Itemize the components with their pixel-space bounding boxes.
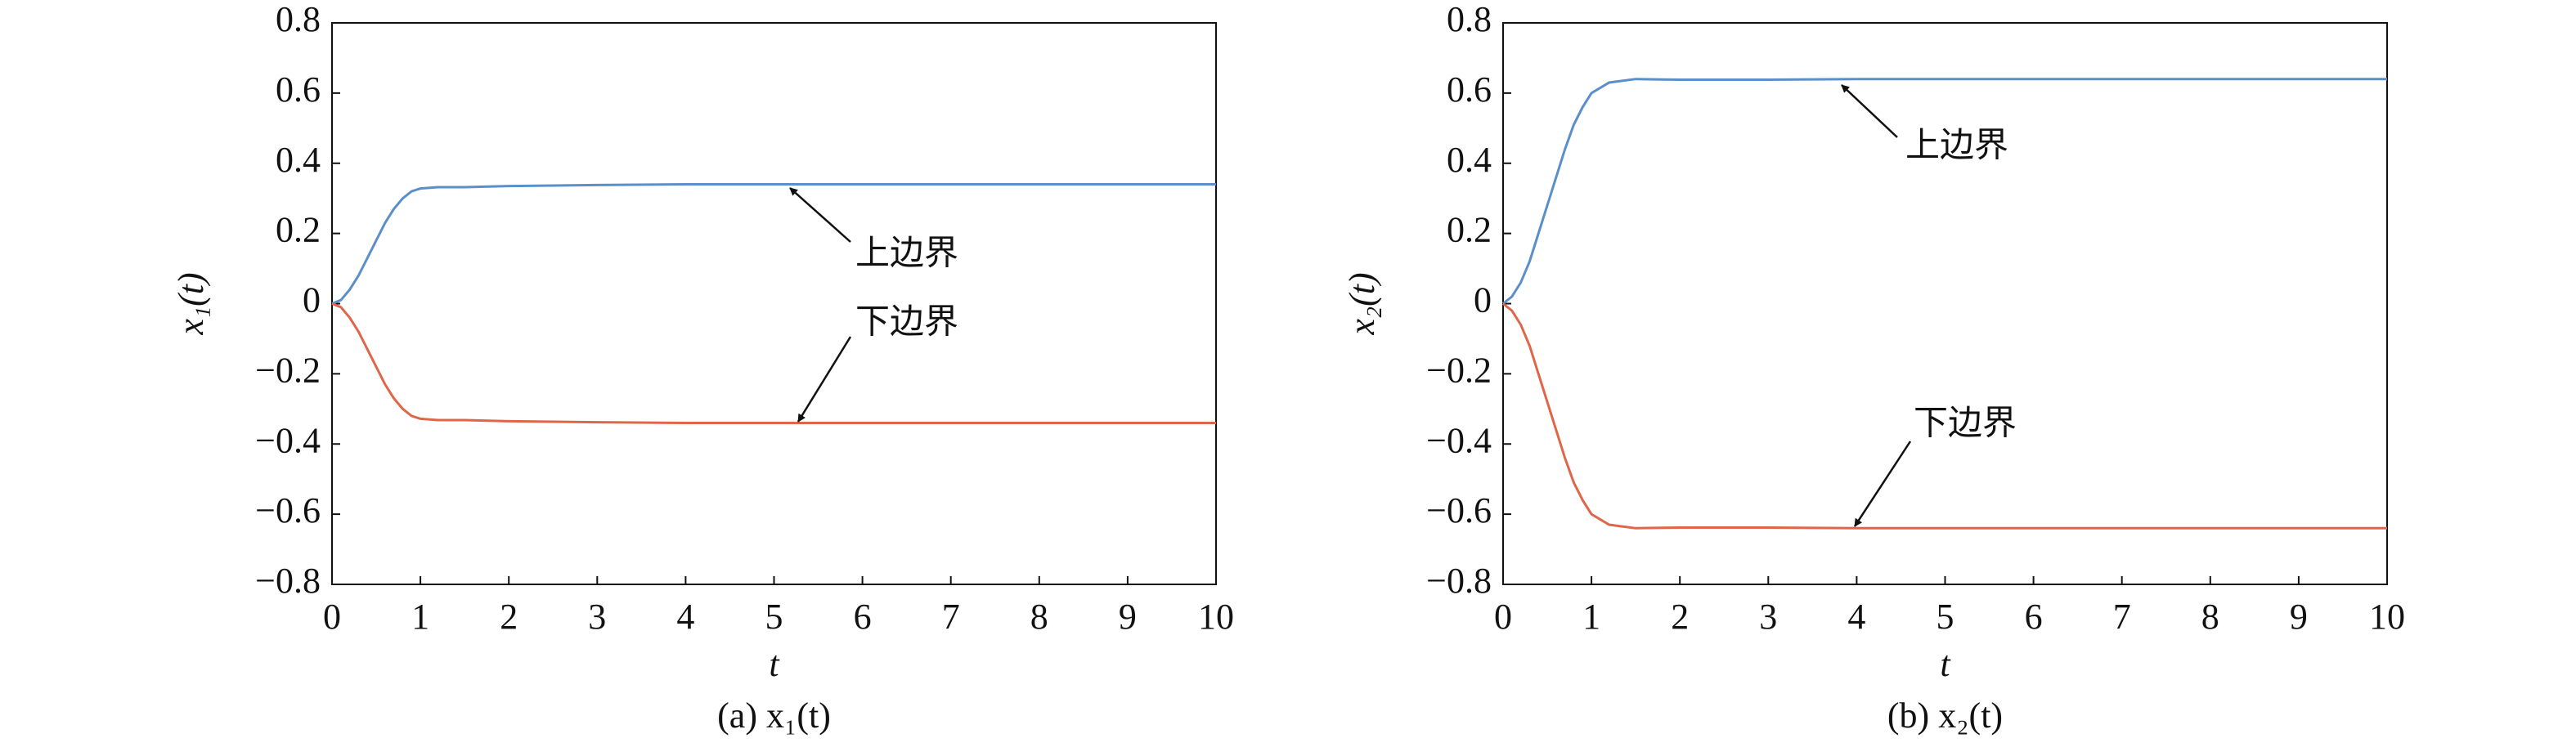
x-tick-label: 7: [2113, 597, 2131, 637]
y-tick-label: 0: [303, 280, 321, 320]
y-tick-label: −0.2: [255, 350, 321, 390]
annotation: 下边界: [1914, 403, 2017, 443]
x-tick-label: 5: [765, 597, 783, 637]
x-tick-label: 8: [1030, 597, 1048, 637]
y-tick-label: −0.2: [1426, 350, 1492, 390]
y-tick-label: −0.6: [255, 490, 321, 530]
x-axis-label: t: [769, 644, 780, 684]
x-tick-label: 0: [1494, 597, 1512, 637]
x-tick-label: 10: [2369, 597, 2405, 637]
y-tick-label: 0.4: [276, 140, 321, 180]
chart: −0.8 −0.6 −0.4 −0.2 0 0.2 0.4 0.6 0.8 0 1 2 3 4 5 6 7 8 9 1…: [171, 0, 1234, 736]
x-tick-label: 8: [2201, 597, 2219, 637]
y-tick-label: −0.4: [1426, 420, 1492, 460]
line-series: [1502, 302, 2387, 530]
chart: −0.8 −0.6 −0.4 −0.2 0 0.2 0.4 0.6 0.8 0 1 2 3 4 5 6 7 8 9 1…: [1342, 0, 2405, 736]
x-tick-label: 6: [854, 597, 872, 637]
x-tick-label: 9: [1119, 597, 1137, 637]
annotation-arrow: [789, 187, 851, 243]
y-tick-label: −0.8: [255, 561, 321, 601]
y-tick-label: −0.8: [1426, 561, 1492, 601]
x-tick-label: 1: [411, 597, 429, 637]
annotation: 下边界: [855, 302, 958, 342]
y-axis-label: x₁(t): [171, 272, 211, 335]
x-tick-label: 10: [1198, 597, 1234, 637]
annotation: 上边界: [855, 233, 958, 273]
y-axis-label: x₂(t): [1342, 272, 1382, 335]
x-tick-label: 4: [676, 597, 694, 637]
x-tick-label: 4: [1847, 597, 1865, 637]
x-tick-label: 9: [2290, 597, 2308, 637]
caption: (a) x₁(t): [717, 696, 831, 736]
x-tick-label: 1: [1582, 597, 1600, 637]
x-tick-label: 2: [1671, 597, 1689, 637]
y-tick-label: 0.6: [276, 69, 321, 110]
y-tick-label: 0: [1474, 280, 1492, 320]
line-series: [1502, 78, 2387, 305]
x-tick-label: 3: [1759, 597, 1777, 637]
x-axis-label: t: [1940, 644, 1951, 684]
annotation: 上边界: [1905, 125, 2008, 165]
y-tick-label: 0.2: [1447, 210, 1492, 250]
y-tick-label: 0.8: [276, 0, 321, 39]
y-tick-label: 0.8: [1447, 0, 1492, 39]
annotation-arrow: [1841, 84, 1898, 138]
annotation-arrow: [797, 336, 852, 423]
y-tick-label: 0.2: [276, 210, 321, 250]
annotation-arrow: [1853, 441, 1912, 527]
y-tick-label: 0.6: [1447, 69, 1492, 110]
x-tick-label: 0: [323, 597, 341, 637]
x-tick-label: 7: [942, 597, 960, 637]
plot-frame: [1502, 22, 2388, 585]
y-tick-label: −0.4: [255, 420, 321, 460]
plot-frame: [331, 22, 1217, 585]
x-tick-label: 5: [1936, 597, 1954, 637]
x-tick-label: 6: [2025, 597, 2043, 637]
y-tick-label: 0.4: [1447, 140, 1492, 180]
line-series: [331, 302, 1216, 424]
y-tick-label: −0.6: [1426, 490, 1492, 530]
x-tick-label: 3: [588, 597, 606, 637]
x-tick-label: 2: [500, 597, 518, 637]
line-series: [331, 183, 1216, 305]
caption: (b) x₂(t): [1887, 696, 2003, 736]
